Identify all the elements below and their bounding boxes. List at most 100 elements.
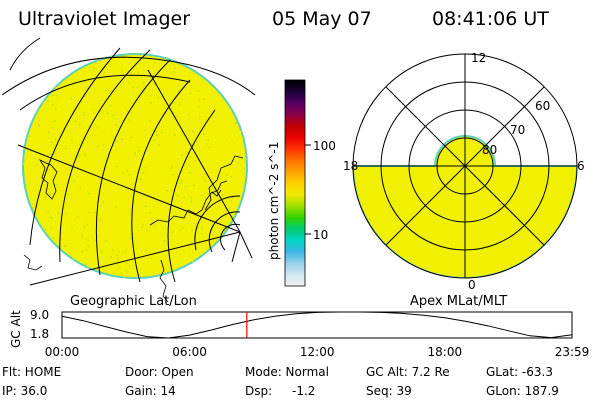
image-pixel <box>86 239 89 241</box>
image-pixel <box>53 162 56 164</box>
image-pixel <box>199 258 201 261</box>
colorbar-tick-label-100: 100 <box>313 139 336 153</box>
image-pixel <box>49 184 51 187</box>
image-pixel <box>32 263 34 265</box>
image-pixel <box>198 99 200 102</box>
image-pixel <box>49 123 52 126</box>
image-pixel <box>55 108 57 110</box>
timeline-xtick-label: 06:00 <box>172 345 207 359</box>
image-pixel <box>246 103 247 105</box>
image-pixel <box>121 154 123 157</box>
image-pixel <box>245 60 247 63</box>
image-pixel <box>58 189 61 191</box>
image-pixel <box>126 247 128 250</box>
latitude-arc <box>131 79 191 283</box>
image-pixel <box>244 121 246 123</box>
image-pixel <box>106 112 109 115</box>
image-pixel <box>24 167 26 169</box>
image-pixel <box>32 207 34 209</box>
image-pixel <box>32 126 34 129</box>
image-pixel <box>162 73 165 75</box>
timeline-xtick-label: 12:00 <box>300 345 335 359</box>
image-pixel <box>26 227 29 229</box>
image-pixel <box>67 194 69 196</box>
image-pixel <box>231 196 233 199</box>
image-pixel <box>29 150 32 153</box>
image-pixel <box>78 123 81 126</box>
image-pixel <box>225 86 227 89</box>
image-pixel <box>171 166 174 168</box>
image-pixel <box>165 200 168 203</box>
image-pixel <box>126 169 128 172</box>
image-pixel <box>159 140 162 142</box>
image-pixel <box>192 184 195 186</box>
image-pixel <box>209 94 211 96</box>
image-pixel <box>194 232 196 234</box>
image-pixel <box>52 236 55 239</box>
image-pixel <box>128 174 131 176</box>
image-pixel <box>199 213 202 216</box>
image-pixel <box>140 271 142 274</box>
image-pixel <box>202 133 205 135</box>
image-pixel <box>84 133 87 135</box>
image-pixel <box>63 54 65 57</box>
image-pixel <box>141 263 144 265</box>
image-pixel <box>208 146 211 149</box>
image-pixel <box>110 104 112 107</box>
image-pixel <box>124 58 126 60</box>
latitude-arc <box>95 59 171 276</box>
image-pixel <box>215 234 218 237</box>
longitude-line <box>147 69 241 233</box>
image-pixel <box>232 271 234 273</box>
image-pixel <box>57 61 59 63</box>
image-pixel <box>132 116 134 119</box>
image-pixel <box>101 97 103 100</box>
image-pixel <box>221 159 223 161</box>
image-pixel <box>162 241 165 244</box>
image-pixel <box>128 82 130 84</box>
image-pixel <box>195 202 197 205</box>
image-pixel <box>172 71 175 73</box>
image-pixel <box>47 100 49 102</box>
image-pixel <box>209 94 212 97</box>
image-pixel <box>161 64 164 66</box>
image-pixel <box>95 212 97 214</box>
image-pixel <box>53 151 56 154</box>
image-pixel <box>60 60 63 63</box>
image-pixel <box>52 126 54 129</box>
image-pixel <box>167 264 169 266</box>
image-pixel <box>27 274 30 277</box>
image-pixel <box>93 239 95 242</box>
header-date: 05 May 07 <box>272 8 372 30</box>
image-pixel <box>53 254 55 256</box>
image-pixel <box>56 95 58 97</box>
image-pixel <box>181 273 183 275</box>
image-pixel <box>186 242 189 244</box>
image-pixel <box>28 240 30 242</box>
image-pixel <box>171 164 173 166</box>
image-pixel <box>226 173 229 175</box>
image-pixel <box>172 213 175 216</box>
image-pixel <box>221 266 224 268</box>
image-pixel <box>191 229 193 231</box>
image-pixel <box>181 154 183 156</box>
image-pixel <box>197 90 200 92</box>
image-pixel <box>52 94 55 96</box>
image-pixel <box>179 148 181 151</box>
image-pixel <box>110 256 112 258</box>
image-pixel <box>190 197 192 199</box>
image-pixel <box>111 242 114 244</box>
image-pixel <box>88 211 90 214</box>
image-pixel <box>100 105 102 108</box>
image-pixel <box>188 159 191 162</box>
status-glat: GLat: -63.3 <box>486 365 553 379</box>
image-pixel <box>60 151 62 153</box>
image-pixel <box>154 69 157 71</box>
image-pixel <box>62 248 64 251</box>
image-pixel <box>49 255 52 257</box>
image-pixel <box>170 167 172 170</box>
image-pixel <box>166 189 168 192</box>
image-pixel <box>47 161 49 163</box>
image-pixel <box>83 225 86 228</box>
image-pixel <box>23 163 25 165</box>
